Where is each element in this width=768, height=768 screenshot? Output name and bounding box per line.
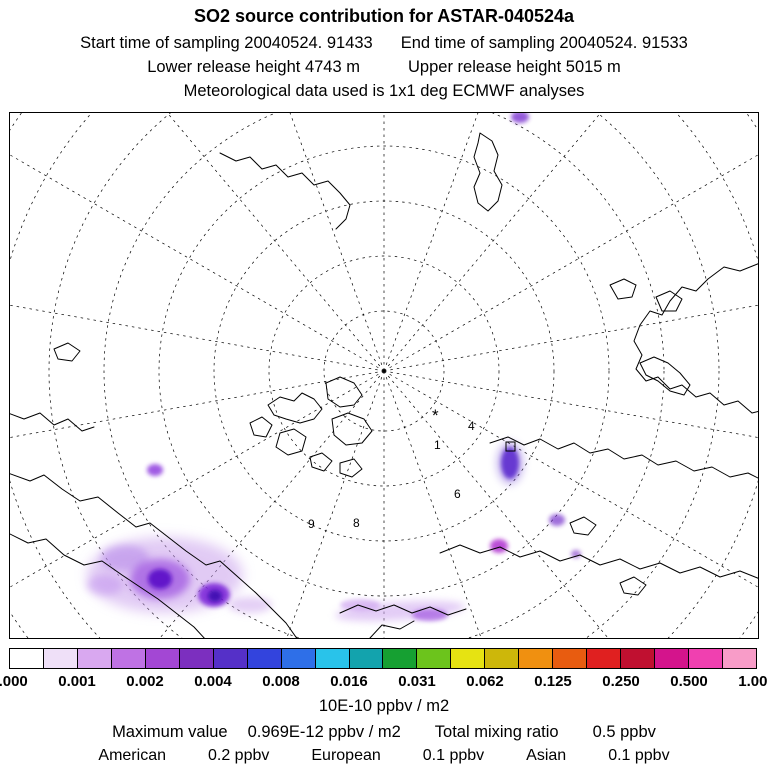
end-time-text: End time of sampling 20040524. 91533 (400, 34, 688, 52)
map-markers: * 4 1 6 8 9 (308, 406, 516, 531)
total-mixing-ratio-label: Total mixing ratio (434, 723, 559, 741)
colorbar-segment (553, 649, 588, 668)
square-marker (505, 441, 516, 452)
waypoint-9: 9 (308, 517, 315, 531)
colorbar-segment (315, 649, 350, 668)
colorbar-tick: 0.008 (262, 673, 300, 690)
colorbar-tick: 0.000 (0, 673, 28, 690)
colorbar-segment (179, 649, 214, 668)
colorbar-segment (281, 649, 316, 668)
colorbar-segment (247, 649, 282, 668)
colorbar-segment (77, 649, 112, 668)
colorbar-units: 10E-10 ppbv / m2 (318, 697, 450, 715)
max-value: 0.969E-12 ppbv / m2 (247, 723, 401, 741)
colorbar-tick: 1.000 (738, 673, 768, 690)
colorbar-tick: 0.016 (330, 673, 368, 690)
summary-line: Maximum value 0.969E-12 ppbv / m2 Total … (0, 723, 768, 742)
colorbar-segment (485, 649, 520, 668)
waypoint-6: 6 (454, 487, 461, 501)
colorbar-tick: 0.500 (670, 673, 708, 690)
colorbar-segment (621, 649, 656, 668)
colorbar-tick: 0.250 (602, 673, 640, 690)
colorbar-tick: 0.125 (534, 673, 572, 690)
colorbar-tick: 0.062 (466, 673, 504, 690)
map-panel: * 4 1 6 8 9 (9, 112, 759, 639)
colorbar-tick: 0.031 (398, 673, 436, 690)
american-label: American (98, 747, 166, 764)
colorbar-cells (10, 649, 756, 668)
total-mixing-ratio-value: 0.5 ppbv (592, 723, 656, 741)
waypoint-8: 8 (353, 516, 360, 530)
colorbar-segment (519, 649, 554, 668)
lower-release-text: Lower release height 4743 m (147, 58, 360, 76)
contributions-line: American 0.2 ppbv European 0.1 ppbv Asia… (0, 747, 768, 765)
european-label: European (311, 747, 381, 764)
asian-value: 0.1 ppbv (608, 747, 670, 764)
start-time-text: Start time of sampling 20040524. 91433 (80, 34, 373, 52)
colorbar-segment (689, 649, 724, 668)
sampling-times-line: Start time of sampling 20040524. 91433 E… (0, 34, 768, 53)
release-point-marker: * (432, 406, 439, 425)
polar-map: * 4 1 6 8 9 (10, 113, 758, 638)
colorbar-segment (451, 649, 486, 668)
colorbar-segment (145, 649, 180, 668)
colorbar-segment (111, 649, 146, 668)
plot-title: SO2 source contribution for ASTAR-040524… (193, 6, 575, 26)
colorbar-segment (349, 649, 384, 668)
colorbar-tick: 0.001 (58, 673, 96, 690)
colorbar-tick: 0.002 (126, 673, 164, 690)
release-heights-line: Lower release height 4743 m Upper releas… (0, 58, 768, 77)
asian-label: Asian (526, 747, 567, 764)
waypoint-1: 1 (434, 438, 441, 452)
american-value: 0.2 ppbv (207, 747, 270, 764)
colorbar-segment (43, 649, 78, 668)
european-value: 0.1 ppbv (422, 747, 485, 764)
colorbar-segment (417, 649, 452, 668)
colorbar (9, 648, 757, 669)
colorbar-tick: 0.004 (194, 673, 232, 690)
colorbar-segment (10, 649, 44, 668)
upper-release-text: Upper release height 5015 m (408, 58, 621, 76)
colorbar-tick-labels: 0.000 0.001 0.002 0.004 0.008 0.016 0.031 0.062… (0, 673, 768, 691)
colorbar-segment (213, 649, 248, 668)
coastlines (10, 132, 758, 638)
colorbar-segment (383, 649, 418, 668)
colorbar-segment (655, 649, 690, 668)
graticule-meridians (10, 113, 758, 638)
so2-plume-blobs (87, 113, 581, 622)
waypoint-4: 4 (468, 419, 475, 433)
meteo-line: Meteorological data used is 1x1 deg ECMW… (183, 82, 585, 100)
max-value-label: Maximum value (112, 723, 228, 741)
colorbar-segment (587, 649, 622, 668)
colorbar-segment (723, 649, 756, 668)
